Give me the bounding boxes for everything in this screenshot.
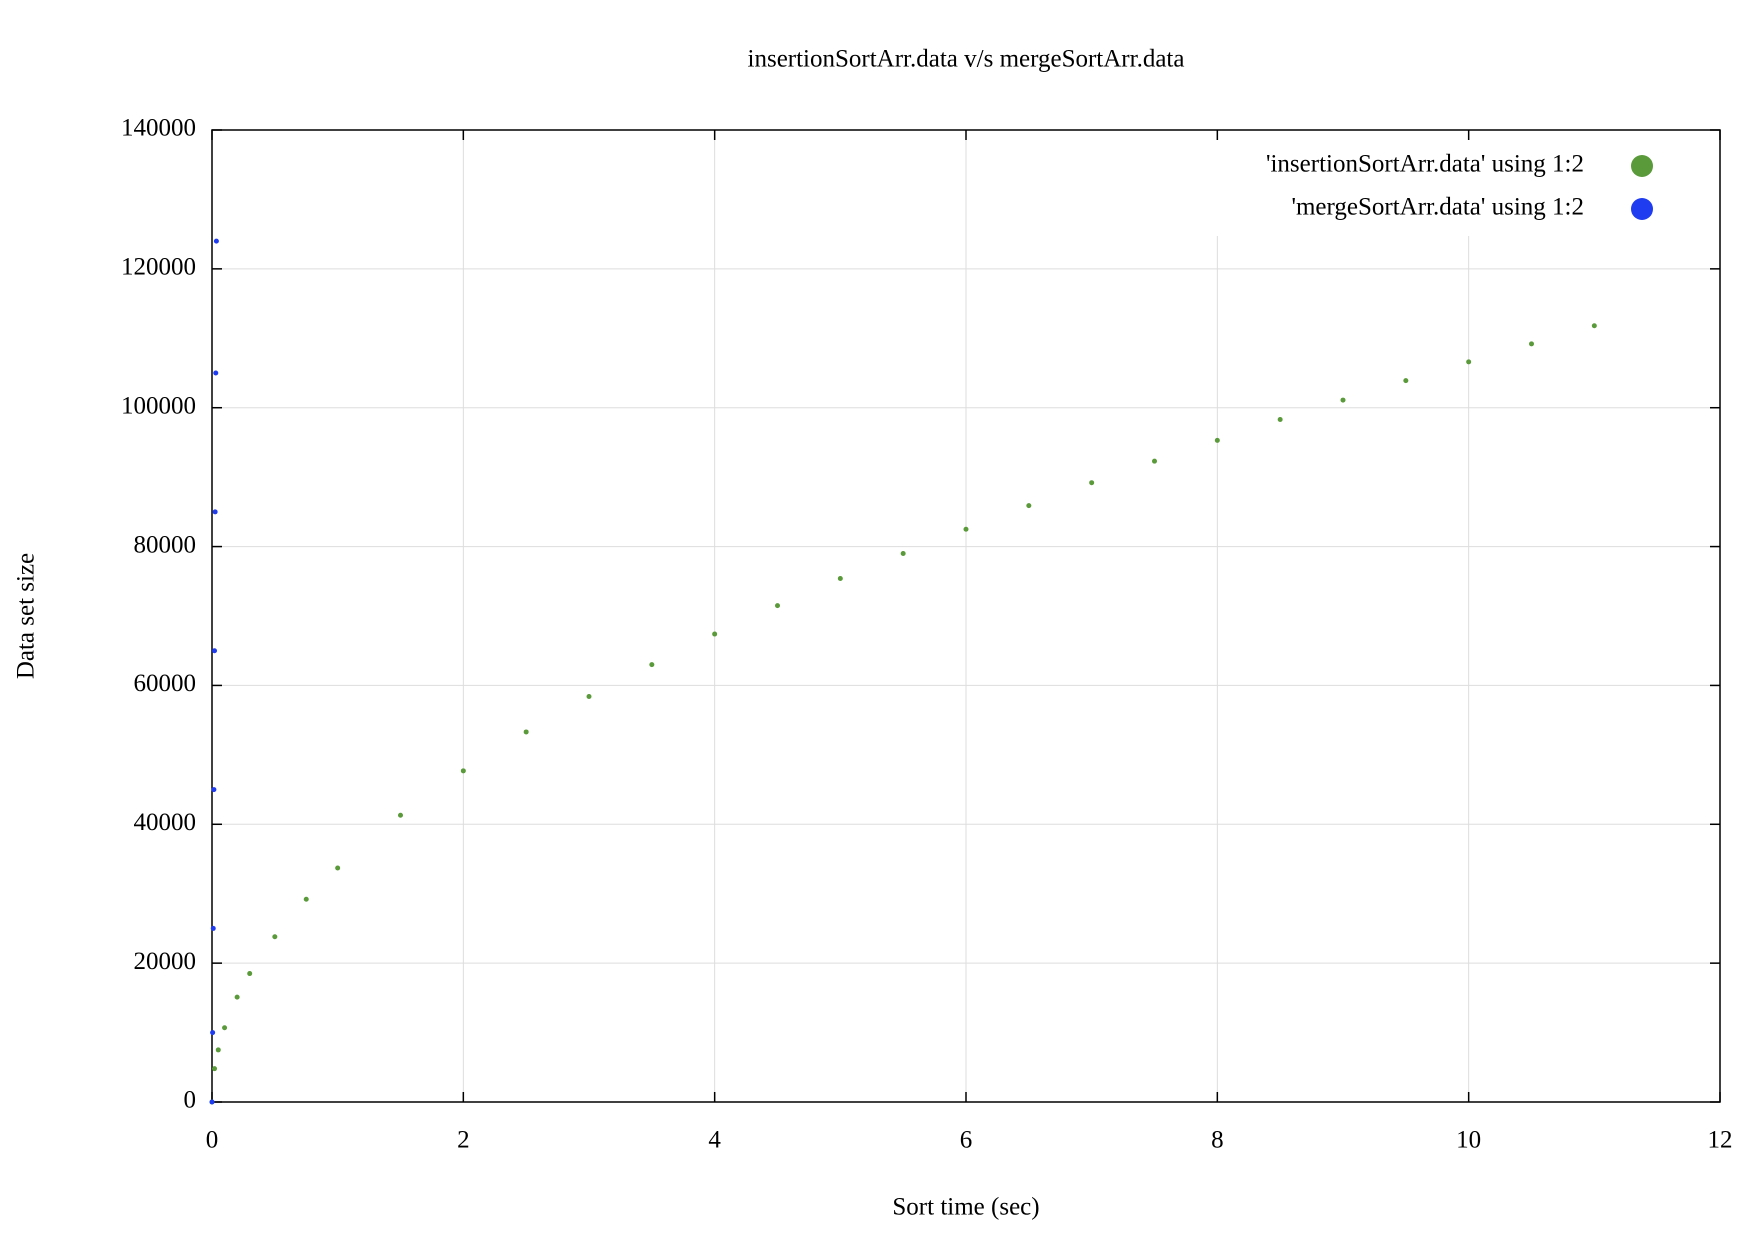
- y-tick-label: 20000: [134, 948, 197, 975]
- data-point: [837, 576, 843, 582]
- data-point: [210, 1030, 216, 1036]
- data-point: [1152, 458, 1157, 464]
- data-point: [335, 865, 341, 871]
- data-point: [1340, 397, 1346, 403]
- chart-title: insertionSortArr.data v/s mergeSortArr.d…: [748, 46, 1185, 73]
- legend-label: 'insertionSortArr.data' using 1:2: [1266, 151, 1584, 178]
- data-point: [213, 238, 219, 244]
- data-point: [1277, 417, 1283, 423]
- y-tick-label: 0: [184, 1087, 197, 1114]
- data-point: [222, 1025, 228, 1031]
- legend-label: 'mergeSortArr.data' using 1:2: [1291, 194, 1584, 221]
- data-point: [586, 694, 592, 700]
- data-point: [1089, 480, 1095, 486]
- data-point: [1026, 503, 1032, 509]
- data-point: [213, 370, 219, 376]
- x-tick-label: 6: [960, 1127, 973, 1154]
- y-axis-label: Data set size: [13, 553, 40, 679]
- data-point: [247, 971, 253, 977]
- data-point: [215, 1047, 221, 1053]
- y-tick-label: 80000: [134, 531, 197, 558]
- data-point: [1466, 359, 1472, 365]
- data-point: [210, 925, 216, 931]
- x-tick-label: 4: [708, 1127, 721, 1154]
- data-point: [963, 526, 969, 532]
- data-point: [1214, 437, 1220, 443]
- legend-marker: [1631, 198, 1653, 220]
- x-tick-label: 10: [1456, 1127, 1481, 1154]
- x-tick-label: 8: [1211, 1127, 1224, 1154]
- plot-frame: [211, 129, 1721, 1103]
- data-point: [1529, 341, 1534, 347]
- x-tick-label: 2: [457, 1127, 470, 1154]
- data-point: [523, 729, 529, 735]
- data-point: [212, 648, 218, 654]
- y-tick-label: 120000: [121, 254, 196, 281]
- x-axis-label: Sort time (sec): [892, 1194, 1039, 1221]
- data-point: [649, 662, 655, 668]
- legend-box: [1200, 140, 1719, 236]
- data-point: [303, 896, 309, 902]
- y-tick-label: 140000: [121, 115, 196, 142]
- data-point: [234, 994, 240, 1000]
- y-tick-label: 40000: [134, 809, 197, 836]
- legend-marker: [1631, 155, 1653, 177]
- data-point: [460, 768, 466, 774]
- data-point: [209, 1099, 215, 1105]
- y-tick-label: 100000: [121, 392, 196, 419]
- x-tick-label: 0: [206, 1127, 219, 1154]
- data-point: [398, 812, 403, 818]
- data-point: [272, 934, 278, 940]
- data-point: [1403, 378, 1409, 384]
- data-point: [212, 1066, 218, 1072]
- data-point: [900, 551, 906, 557]
- data-point: [712, 631, 718, 637]
- y-tick-label: 60000: [134, 670, 197, 697]
- data-point: [1591, 323, 1597, 329]
- data-point: [211, 787, 217, 793]
- data-point: [775, 603, 780, 609]
- x-tick-label: 12: [1708, 1127, 1733, 1154]
- data-point: [212, 509, 218, 515]
